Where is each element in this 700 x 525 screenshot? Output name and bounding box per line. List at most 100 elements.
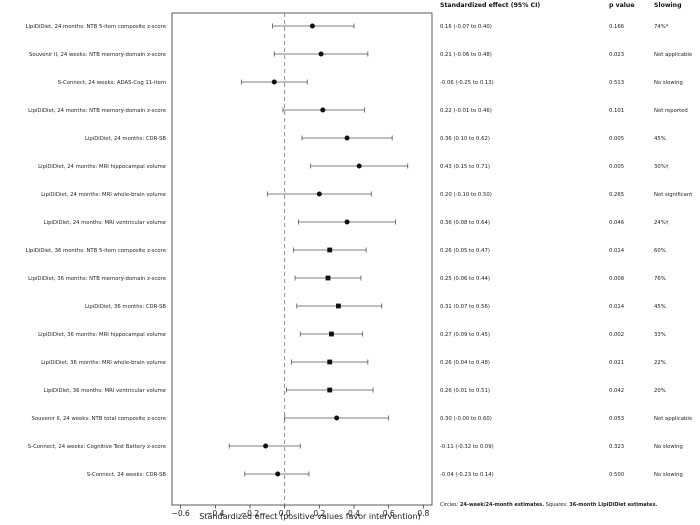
point-estimate-square <box>327 387 333 393</box>
point-estimate-square <box>327 247 333 253</box>
forest-row: LipiDiDiet, 36 months: MRI ventricular v… <box>44 387 374 394</box>
table-row: 0.21 (-0.06 to 0.48) 0.023 Not applicable <box>440 52 692 58</box>
slowing-value: 33% <box>654 332 666 338</box>
point-estimate-circle <box>344 219 350 225</box>
forest-row: LipiDiDiet, 36 months: CDR-SB <box>85 303 383 310</box>
point-estimate-circle <box>318 51 324 57</box>
slowing-value: 45% <box>654 136 666 142</box>
table-row: -0.11 (-0.32 to 0.09) 0.323 No slowing <box>440 444 683 450</box>
row-label: LipiDiDiet, 24 months: CDR-SB <box>85 136 166 142</box>
p-value: 0.008 <box>609 276 625 282</box>
point-estimate-circle <box>356 163 362 169</box>
point-estimate-circle <box>263 443 269 449</box>
effect-ci-value: 0.43 (0.15 to 0.71) <box>440 164 490 170</box>
forest-row: Souvenir II, 24 weeks: NTB memory-domain… <box>29 51 369 58</box>
row-label: LipiDiDiet, 36 months: CDR-SB <box>85 304 166 310</box>
table-row: -0.04 (-0.23 to 0.14) 0.500 No slowing <box>440 472 683 478</box>
x-tick-label: −0.2 <box>241 509 259 518</box>
p-value: 0.005 <box>609 136 624 142</box>
table-row: 0.22 (-0.01 to 0.46) 0.101 Not reported <box>440 108 688 114</box>
table-row: 0.26 (0.04 to 0.48) 0.021 22% <box>440 360 666 366</box>
forest-rows: LipiDiDiet, 24 months: NTB 5-item compos… <box>26 23 409 478</box>
row-label: LipiDiDiet, 24 months: MRI ventricular v… <box>44 220 166 226</box>
p-value: 0.500 <box>609 472 625 478</box>
forest-row: S-Connect, 24 weeks: CDR-SB <box>87 471 310 478</box>
effect-ci-value: 0.36 (0.10 to 0.62) <box>440 136 490 142</box>
effect-ci-value: 0.26 (0.04 to 0.48) <box>440 360 490 366</box>
row-label: S-Connect, 24 weeks: ADAS-Cog 11-item <box>58 80 166 86</box>
plot-frame <box>171 12 433 506</box>
forest-row: Souvenir II, 24 weeks: NTB total composi… <box>31 415 390 422</box>
row-label: LipiDiDiet, 36 months: MRI ventricular v… <box>44 388 166 394</box>
point-estimate-square <box>327 359 333 365</box>
p-value: 0.023 <box>609 52 624 58</box>
slowing-value: 60% <box>654 248 666 254</box>
p-value: 0.513 <box>609 80 624 86</box>
row-label: LipiDiDiet, 24 months: NTB memory-domain… <box>28 108 166 114</box>
slowing-value: 30%† <box>654 164 669 170</box>
effect-ci-value: 0.26 (0.05 to 0.47) <box>440 248 490 254</box>
point-estimate-circle <box>275 471 281 477</box>
forest-row: LipiDiDiet, 24 months: NTB 5-item compos… <box>26 23 355 30</box>
table-row: 0.30 (-0.00 to 0.60) 0.053 Not applicable <box>440 416 692 422</box>
point-estimate-circle <box>309 23 315 29</box>
point-estimate-circle <box>316 191 322 197</box>
row-label: LipiDiDiet, 36 months: NTB 5-item compos… <box>26 248 166 254</box>
effect-ci-value: 0.25 (0.06 to 0.44) <box>440 276 490 282</box>
point-estimate-circle <box>320 107 326 113</box>
forest-row: LipiDiDiet, 24 months: MRI whole-brain v… <box>41 191 372 198</box>
header-slowing: Slowing <box>654 2 682 9</box>
slowing-value: 22% <box>654 360 666 366</box>
effect-ci-value: -0.11 (-0.32 to 0.09) <box>440 444 494 450</box>
row-label: LipiDiDiet, 24 months: NTB 5-item compos… <box>26 24 166 30</box>
slowing-value: Not applicable <box>654 52 692 58</box>
slowing-value: 74%* <box>654 24 669 30</box>
x-tick-label: 0.8 <box>417 509 429 518</box>
x-tick-label: 0.0 <box>279 509 291 518</box>
p-value: 0.053 <box>609 416 624 422</box>
row-label: LipiDiDiet, 24 months: MRI hippocampal v… <box>38 164 166 170</box>
slowing-value: No slowing <box>654 472 683 478</box>
table-row: 0.43 (0.15 to 0.71) 0.005 30%† <box>440 164 669 170</box>
p-value: 0.323 <box>609 444 624 450</box>
slowing-value: Not applicable <box>654 416 692 422</box>
table-row: 0.26 (0.01 to 0.51) 0.042 20% <box>440 388 666 394</box>
p-value: 0.005 <box>609 164 624 170</box>
p-value: 0.265 <box>609 192 624 198</box>
forest-row: LipiDiDiet, 24 months: NTB memory-domain… <box>28 107 365 114</box>
effect-ci-value: 0.16 (-0.07 to 0.40) <box>440 24 492 30</box>
slowing-value: No slowing <box>654 444 683 450</box>
p-value: 0.042 <box>609 388 624 394</box>
table-row: 0.36 (0.08 to 0.64) 0.046 24%† <box>440 220 669 226</box>
effect-ci-value: 0.20 (-0.10 to 0.50) <box>440 192 492 198</box>
effect-ci-value: 0.36 (0.08 to 0.64) <box>440 220 490 226</box>
slowing-value: 20% <box>654 388 666 394</box>
row-label: LipiDiDiet, 36 months: MRI whole-brain v… <box>41 360 166 366</box>
forest-row: LipiDiDiet, 36 months: MRI hippocampal v… <box>38 331 364 338</box>
row-label: S-Connect, 24 weeks: CDR-SB <box>87 472 167 478</box>
footnote: Circles: 24-week/24-month estimates. Squ… <box>440 502 657 508</box>
forest-row: S-Connect, 24 weeks: ADAS-Cog 11-item <box>58 79 308 86</box>
x-tick-label: 0.4 <box>348 509 360 518</box>
results-table: Standardized effect (95% CI) p value Slo… <box>440 2 692 478</box>
table-row: 0.20 (-0.10 to 0.50) 0.265 Not significant <box>440 192 692 198</box>
slowing-value: 24%† <box>654 220 669 226</box>
effect-ci-value: 0.27 (0.09 to 0.45) <box>440 332 490 338</box>
effect-ci-value: 0.26 (0.01 to 0.51) <box>440 388 490 394</box>
slowing-value: Not reported <box>654 108 688 114</box>
p-value: 0.002 <box>609 332 624 338</box>
point-estimate-square <box>329 331 334 337</box>
x-tick-label: 0.6 <box>383 509 395 518</box>
point-estimate-circle <box>344 135 350 141</box>
x-tick-label: −0.4 <box>206 509 224 518</box>
forest-row: LipiDiDiet, 36 months: NTB 5-item compos… <box>26 247 367 254</box>
header-p-value: p value <box>609 2 635 9</box>
forest-row: S-Connect, 24 weeks: Cognitive Test Batt… <box>28 443 301 450</box>
table-row: 0.31 (0.07 to 0.56) 0.014 45% <box>440 304 666 310</box>
effect-ci-value: 0.31 (0.07 to 0.56) <box>440 304 490 310</box>
point-estimate-square <box>336 303 341 309</box>
effect-ci-value: -0.04 (-0.23 to 0.14) <box>440 472 494 478</box>
forest-row: LipiDiDiet, 24 months: CDR-SB <box>85 135 393 142</box>
row-label: S-Connect, 24 weeks: Cognitive Test Batt… <box>28 444 166 450</box>
x-axis-label: Standardized effect (positive values fav… <box>199 512 420 521</box>
